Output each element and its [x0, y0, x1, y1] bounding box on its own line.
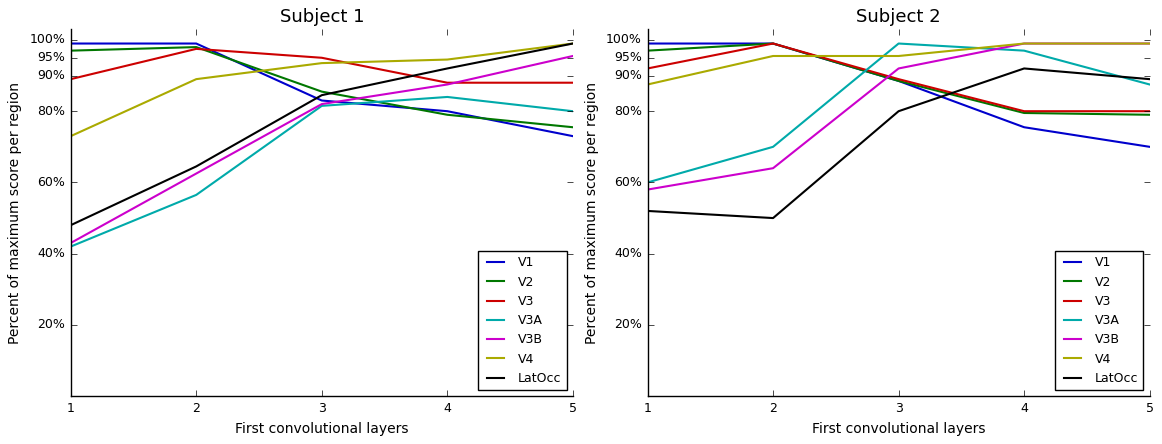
X-axis label: First convolutional layers: First convolutional layers [812, 422, 985, 436]
V3A [566, 108, 580, 114]
Line: V1: V1 [647, 44, 1149, 147]
Y-axis label: Percent of maximum score per region: Percent of maximum score per region [586, 82, 600, 344]
V2 [766, 41, 780, 46]
Line: V4: V4 [71, 44, 573, 136]
Title: Subject 2: Subject 2 [856, 8, 941, 26]
V3A [440, 94, 454, 99]
V3A [766, 144, 780, 150]
V1 [566, 134, 580, 139]
V1 [766, 41, 780, 46]
V3B [440, 82, 454, 87]
LatOcc [64, 222, 78, 228]
V4 [640, 82, 654, 87]
V3 [1142, 108, 1156, 114]
V1 [315, 98, 329, 103]
LatOcc [315, 92, 329, 98]
V3 [189, 46, 203, 52]
V3B [315, 101, 329, 107]
V3 [640, 66, 654, 71]
Line: V3B: V3B [647, 44, 1149, 190]
V3B [1017, 41, 1031, 46]
Line: V3: V3 [71, 49, 573, 83]
LatOcc [440, 66, 454, 71]
V1 [640, 41, 654, 46]
Line: V3: V3 [647, 44, 1149, 111]
V3B [640, 187, 654, 192]
V3 [440, 80, 454, 85]
V3A [64, 244, 78, 249]
V3B [566, 53, 580, 59]
Line: V4: V4 [647, 44, 1149, 84]
V3 [891, 76, 905, 82]
LatOcc [566, 41, 580, 46]
V3A [1017, 48, 1031, 53]
V3B [1142, 41, 1156, 46]
Line: V1: V1 [71, 44, 573, 136]
LatOcc [640, 208, 654, 214]
V1 [1017, 125, 1031, 130]
Legend: V1, V2, V3, V3A, V3B, V4, LatOcc: V1, V2, V3, V3A, V3B, V4, LatOcc [1055, 251, 1143, 390]
V2 [1142, 112, 1156, 117]
V4 [440, 57, 454, 62]
Line: V3A: V3A [71, 97, 573, 246]
V2 [189, 44, 203, 50]
V3 [1017, 108, 1031, 114]
V3A [315, 103, 329, 108]
V3 [64, 76, 78, 82]
V2 [440, 112, 454, 117]
V4 [64, 134, 78, 139]
V3B [766, 166, 780, 171]
V1 [891, 78, 905, 83]
V1 [64, 41, 78, 46]
LatOcc [189, 164, 203, 169]
V3A [891, 41, 905, 46]
V3B [891, 66, 905, 71]
V4 [189, 76, 203, 82]
LatOcc [1017, 66, 1031, 71]
Line: V3B: V3B [71, 56, 573, 243]
LatOcc [1142, 76, 1156, 82]
V3A [640, 180, 654, 185]
Legend: V1, V2, V3, V3A, V3B, V4, LatOcc: V1, V2, V3, V3A, V3B, V4, LatOcc [478, 251, 567, 390]
Line: LatOcc: LatOcc [647, 68, 1149, 218]
X-axis label: First convolutional layers: First convolutional layers [235, 422, 409, 436]
V2 [1017, 110, 1031, 115]
V4 [566, 41, 580, 46]
V1 [189, 41, 203, 46]
V3A [189, 192, 203, 198]
Line: V3A: V3A [647, 44, 1149, 182]
V2 [315, 89, 329, 94]
V1 [1142, 144, 1156, 150]
V3 [566, 80, 580, 85]
V2 [640, 48, 654, 53]
Y-axis label: Percent of maximum score per region: Percent of maximum score per region [8, 82, 22, 344]
V4 [766, 53, 780, 59]
V3 [315, 55, 329, 60]
Line: V2: V2 [71, 47, 573, 127]
LatOcc [766, 215, 780, 221]
V1 [440, 108, 454, 114]
V4 [1142, 41, 1156, 46]
V4 [1017, 41, 1031, 46]
V3B [64, 240, 78, 246]
V2 [566, 125, 580, 130]
V3A [1142, 82, 1156, 87]
V3B [189, 171, 203, 176]
Line: V2: V2 [647, 44, 1149, 115]
Line: LatOcc: LatOcc [71, 44, 573, 225]
V4 [891, 53, 905, 59]
V2 [64, 48, 78, 53]
V3 [766, 41, 780, 46]
V4 [315, 60, 329, 66]
LatOcc [891, 108, 905, 114]
Title: Subject 1: Subject 1 [280, 8, 364, 26]
V2 [891, 78, 905, 83]
